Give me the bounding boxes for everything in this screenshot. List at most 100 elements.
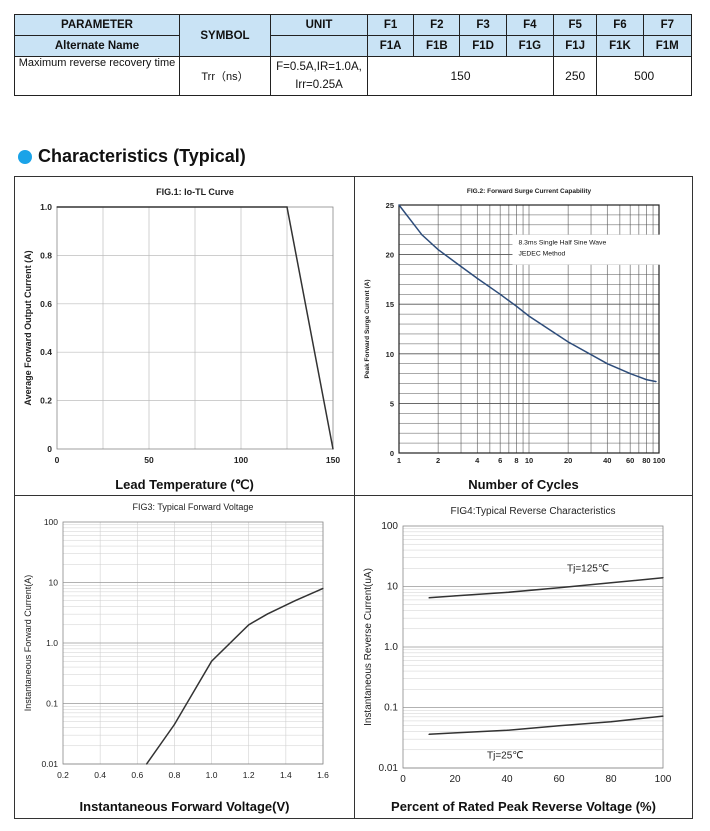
fig3-panel: FIG3: Typical Forward Voltage Instantaneo… (14, 495, 355, 819)
header-unit: UNIT (270, 14, 368, 36)
y-tick-label: 20 (386, 251, 394, 260)
data-point (528, 315, 530, 317)
series-line (398, 204, 657, 383)
x-tick-label: 0 (400, 774, 406, 785)
data-point (294, 600, 296, 602)
header-f2: F2 (413, 14, 461, 36)
data-point (145, 763, 148, 765)
header-f1m: F1M (642, 35, 693, 57)
cell-value-f1-f4: 150 (366, 56, 555, 96)
fig3-xlabel: Instantaneous Forward Voltage(V) (79, 799, 290, 814)
cell-value-f5: 250 (553, 56, 598, 96)
header-f4: F4 (505, 14, 555, 36)
x-tick-label: 8 (514, 456, 518, 465)
x-tick-label: 100 (234, 455, 248, 465)
data-point (421, 234, 423, 236)
series-line (428, 715, 664, 736)
series-label: Tj=25℃ (487, 750, 524, 761)
x-tick-label: 4 (475, 456, 480, 465)
header-f1j: F1J (553, 35, 598, 57)
series-line (428, 576, 664, 599)
data-point (173, 723, 176, 726)
fig1-ylabel: Average Forward Output Current (A) (23, 250, 33, 405)
x-tick-label: 100 (655, 774, 672, 785)
y-tick-label: 0.8 (40, 250, 52, 260)
cell-symbol: Trr（ns） (179, 56, 271, 96)
y-tick-label: 100 (44, 517, 58, 527)
annotation-box (512, 234, 663, 265)
fig1-title: FIG.1: Io-TL Curve (156, 187, 234, 197)
x-tick-label: 150 (326, 455, 340, 465)
fig3-chart: FIG3: Typical Forward Voltage Instantaneo… (23, 502, 329, 780)
header-f3: F3 (459, 14, 507, 36)
x-tick-label: 80 (605, 774, 617, 785)
plot-frame (62, 521, 324, 765)
data-point (629, 373, 631, 375)
data-point (662, 715, 664, 717)
fig2-annotation-line: 8.3ms Single Half Sine Wave (518, 240, 606, 247)
y-tick-label: 0.6 (40, 299, 52, 309)
data-point (655, 380, 657, 383)
header-f7: F7 (642, 14, 693, 36)
header-parameter: PARAMETER (14, 14, 180, 36)
data-point (428, 597, 430, 599)
y-tick-label: 1.0 (40, 202, 52, 212)
header-unit-blank (270, 35, 368, 57)
x-tick-label: 1.4 (280, 770, 292, 780)
x-tick-label: 80 (642, 456, 650, 465)
data-point (506, 729, 508, 731)
header-f5: F5 (553, 14, 598, 36)
data-point (248, 624, 250, 626)
series-label: Tj=125℃ (567, 564, 609, 575)
data-point (662, 577, 664, 579)
x-tick-label: 40 (603, 456, 611, 465)
data-point (398, 204, 400, 206)
y-tick-label: 0.1 (46, 699, 58, 709)
condition-line-2: Irr=0.25A (295, 79, 343, 91)
data-point (610, 721, 612, 723)
header-f1: F1 (366, 14, 415, 36)
x-tick-label: 20 (564, 456, 572, 465)
data-point (56, 206, 58, 208)
data-point (286, 206, 288, 208)
y-tick-label: 0.01 (41, 759, 58, 769)
data-point (606, 363, 608, 365)
fig1-chart: FIG.1: Io-TL Curve Average Forward Output… (23, 187, 340, 465)
data-point (567, 341, 569, 343)
x-tick-label: 0.2 (57, 770, 69, 780)
y-tick-label: 10 (387, 582, 399, 593)
y-tick-label: 1.0 (46, 638, 58, 648)
data-point (322, 587, 324, 589)
y-tick-label: 0 (390, 449, 394, 458)
y-tick-label: 10 (49, 578, 59, 588)
header-f1a: F1A (366, 35, 415, 57)
section-title-text: Characteristics (Typical) (38, 146, 246, 166)
plot-frame (402, 525, 664, 769)
data-point (558, 725, 560, 727)
fig2-title: FIG.2: Forward Surge Current Capability (467, 188, 592, 195)
fig3-title: FIG3: Typical Forward Voltage (133, 502, 254, 512)
fig3-ylabel: Instantaneous Forward Current(A) (23, 575, 33, 712)
fig4-chart: FIG4:Typical Reverse Characteristics Inst… (363, 506, 672, 785)
x-tick-label: 0.8 (169, 770, 181, 780)
data-point (558, 587, 560, 589)
y-tick-label: 0.2 (40, 396, 52, 406)
header-f1d: F1D (459, 35, 507, 57)
fig4-panel: FIG4:Typical Reverse Characteristics Inst… (354, 495, 693, 819)
x-tick-label: 0.6 (131, 770, 143, 780)
x-tick-label: 60 (553, 774, 565, 785)
section-title: Characteristics (Typical) (18, 146, 246, 167)
data-point (266, 613, 268, 615)
x-tick-label: 0.4 (94, 770, 106, 780)
x-tick-label: 1.2 (243, 770, 255, 780)
x-tick-label: 1 (397, 456, 401, 465)
fig2-panel: FIG.2: Forward Surge Current Capability P… (354, 176, 693, 496)
y-tick-label: 25 (386, 201, 394, 210)
data-point (332, 448, 334, 450)
y-tick-label: 100 (381, 521, 398, 532)
y-tick-label: 10 (386, 350, 394, 359)
y-tick-label: 0.1 (384, 703, 398, 714)
fig4-ylabel: Instantaneous Reverse Current(uA) (363, 568, 374, 726)
header-f6: F6 (596, 14, 644, 36)
y-tick-label: 15 (386, 300, 394, 309)
